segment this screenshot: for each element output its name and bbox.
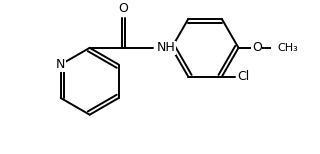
Text: N: N bbox=[56, 58, 65, 71]
Text: NH: NH bbox=[157, 41, 176, 54]
Text: O: O bbox=[252, 41, 262, 54]
Text: O: O bbox=[118, 2, 128, 15]
Text: CH₃: CH₃ bbox=[278, 43, 299, 53]
Text: Cl: Cl bbox=[237, 70, 249, 83]
